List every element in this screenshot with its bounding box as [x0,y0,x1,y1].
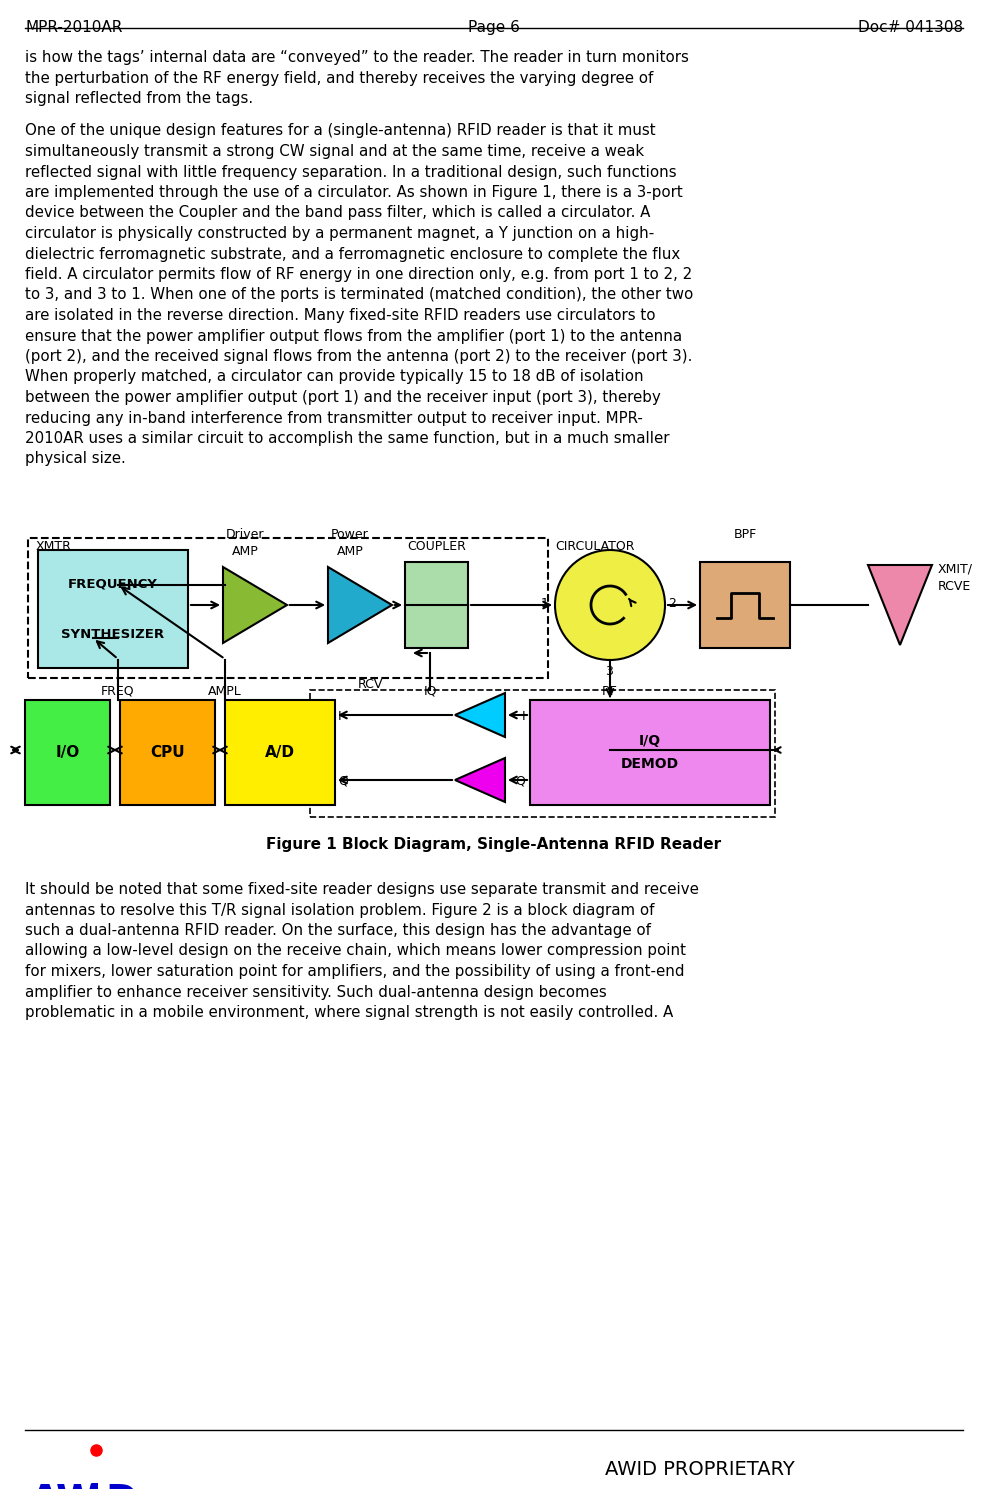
Text: It should be noted that some fixed-site reader designs use separate transmit and: It should be noted that some fixed-site … [25,881,699,896]
Text: field. A circulator permits flow of RF energy in one direction only, e.g. from p: field. A circulator permits flow of RF e… [25,267,693,281]
Text: I/O: I/O [55,744,80,759]
Polygon shape [223,567,287,643]
Text: 1: 1 [541,597,549,610]
Text: signal reflected from the tags.: signal reflected from the tags. [25,91,253,106]
Text: physical size.: physical size. [25,451,125,466]
Bar [28,538,548,677]
Bar [38,549,188,669]
Text: (port 2), and the received signal flows from the antenna (port 2) to the receive: (port 2), and the received signal flows … [25,348,693,363]
Text: AMPL: AMPL [208,685,242,698]
Text: CPU: CPU [150,744,185,759]
Text: 3: 3 [605,666,613,677]
Bar [120,700,215,806]
Text: Q: Q [515,774,525,788]
Text: simultaneously transmit a strong CW signal and at the same time, receive a weak: simultaneously transmit a strong CW sign… [25,144,644,159]
Text: One of the unique design features for a (single-antenna) RFID reader is that it : One of the unique design features for a … [25,124,656,138]
Text: IQ: IQ [423,685,437,698]
Text: dielectric ferromagnetic substrate, and a ferromagnetic enclosure to complete th: dielectric ferromagnetic substrate, and … [25,247,681,262]
Text: AWID PROPRIETARY: AWID PROPRIETARY [605,1461,795,1479]
Text: between the power amplifier output (port 1) and the receiver input (port 3), the: between the power amplifier output (port… [25,390,661,405]
Text: are isolated in the reverse direction. Many fixed-site RFID readers use circulat: are isolated in the reverse direction. M… [25,308,655,323]
Text: amplifier to enhance receiver sensitivity. Such dual-antenna design becomes: amplifier to enhance receiver sensitivit… [25,984,607,999]
Text: circulator is physically constructed by a permanent magnet, a Y junction on a hi: circulator is physically constructed by … [25,226,654,241]
Text: device between the Coupler and the band pass filter, which is called a circulato: device between the Coupler and the band … [25,205,650,220]
Bar [25,700,110,806]
Text: is how the tags’ internal data are “conveyed” to the reader. The reader in turn : is how the tags’ internal data are “conv… [25,51,689,66]
Text: reflected signal with little frequency separation. In a traditional design, such: reflected signal with little frequency s… [25,164,677,180]
Text: D: D [105,1483,137,1489]
Text: allowing a low-level design on the receive chain, which means lower compression : allowing a low-level design on the recei… [25,944,686,959]
Text: ensure that the power amplifier output flows from the amplifier (port 1) to the : ensure that the power amplifier output f… [25,329,682,344]
Text: are implemented through the use of a circulator. As shown in Figure 1, there is : are implemented through the use of a cir… [25,185,683,200]
Text: BPF: BPF [733,529,757,541]
Text: RF: RF [602,685,618,698]
Text: RCV: RCV [358,677,382,691]
Bar [700,561,790,648]
Text: A: A [30,1483,60,1489]
Text: A/D: A/D [265,744,295,759]
Text: CIRCULATOR: CIRCULATOR [555,541,634,552]
Text: antennas to resolve this T/R signal isolation problem. Figure 2 is a block diagr: antennas to resolve this T/R signal isol… [25,902,654,917]
Text: Driver
AMP: Driver AMP [225,529,264,558]
Text: Page 6: Page 6 [468,19,520,36]
Text: for mixers, lower saturation point for amplifiers, and the possibility of using : for mixers, lower saturation point for a… [25,963,685,978]
Text: I: I [522,710,525,724]
Text: Power
AMP: Power AMP [331,529,369,558]
Text: Figure 1 Block Diagram, Single-Antenna RFID Reader: Figure 1 Block Diagram, Single-Antenna R… [267,837,721,852]
Text: MPR-2010AR: MPR-2010AR [25,19,123,36]
Text: XMTR: XMTR [36,541,72,552]
Text: the perturbation of the RF energy field, and thereby receives the varying degree: the perturbation of the RF energy field,… [25,70,653,85]
Text: such a dual-antenna RFID reader. On the surface, this design has the advantage o: such a dual-antenna RFID reader. On the … [25,923,651,938]
Bar [405,561,468,648]
Text: reducing any in-band interference from transmitter output to receiver input. MPR: reducing any in-band interference from t… [25,411,643,426]
Polygon shape [455,692,505,737]
Bar [310,689,775,817]
Text: i: i [88,1483,101,1489]
Text: 2: 2 [668,597,676,610]
Text: to 3, and 3 to 1. When one of the ports is terminated (matched condition), the o: to 3, and 3 to 1. When one of the ports … [25,287,694,302]
Polygon shape [868,564,932,645]
Text: I: I [338,710,342,724]
Polygon shape [455,758,505,803]
Text: 2010AR uses a similar circuit to accomplish the same function, but in a much sma: 2010AR uses a similar circuit to accompl… [25,430,670,447]
Bar [530,700,770,806]
Text: I/Q
DEMOD: I/Q DEMOD [620,734,679,771]
Bar [225,700,335,806]
Text: FREQ: FREQ [101,685,134,698]
Text: W: W [56,1483,99,1489]
Text: problematic in a mobile environment, where signal strength is not easily control: problematic in a mobile environment, whe… [25,1005,673,1020]
Text: FREQUENCY

SYNTHESIZER: FREQUENCY SYNTHESIZER [61,578,165,640]
Text: When properly matched, a circulator can provide typically 15 to 18 dB of isolati: When properly matched, a circulator can … [25,369,643,384]
Text: Q: Q [338,774,348,788]
Text: Doc# 041308: Doc# 041308 [858,19,963,36]
Polygon shape [328,567,392,643]
Text: COUPLER: COUPLER [407,541,466,552]
Circle shape [555,549,665,660]
Text: XMIT/
RCVE: XMIT/ RCVE [938,563,973,593]
